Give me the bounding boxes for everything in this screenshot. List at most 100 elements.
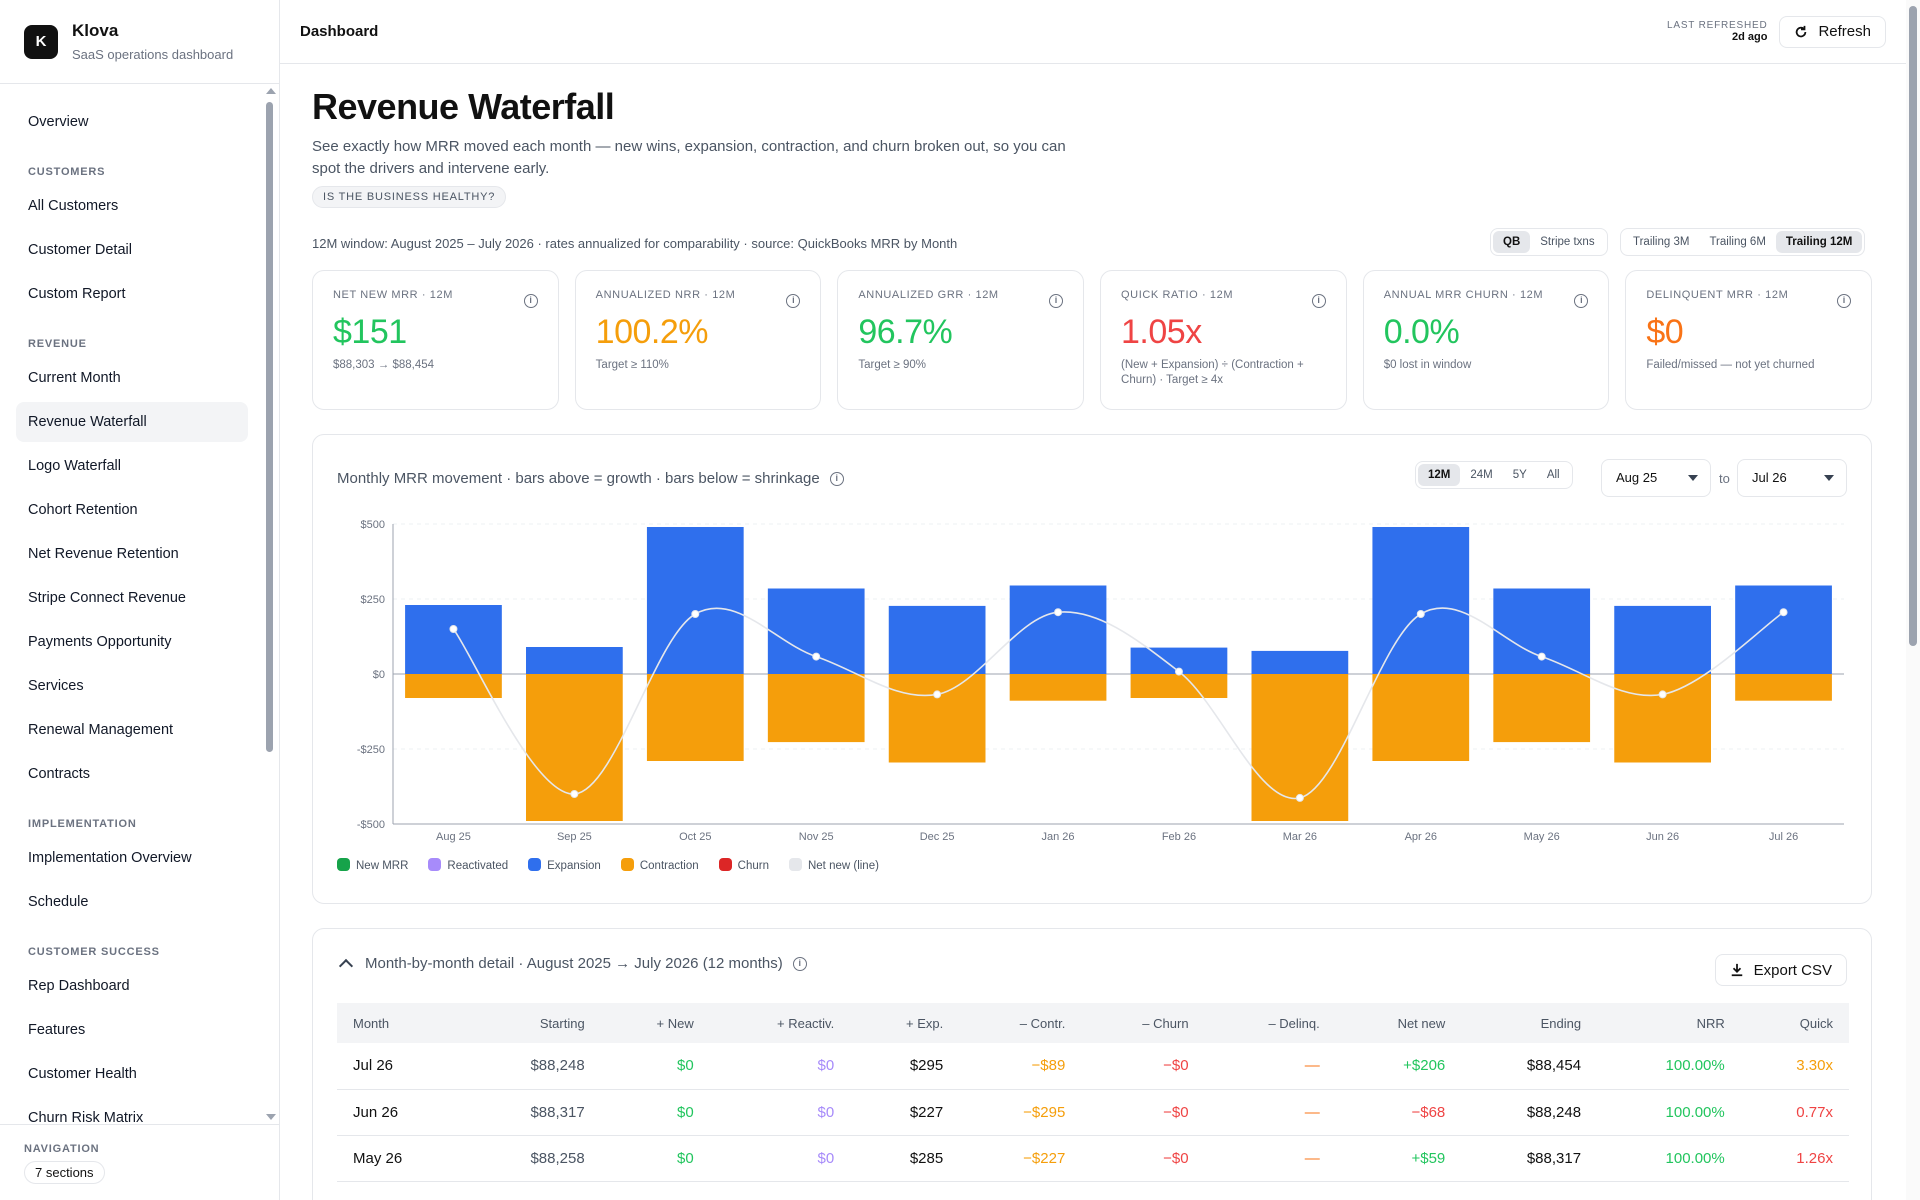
kpi-label: QUICK RATIO · 12M: [1121, 289, 1234, 301]
sidebar-scrollbar[interactable]: [264, 86, 276, 1122]
sidebar-scroll-thumb[interactable]: [266, 102, 273, 752]
column-header-quick[interactable]: Quick: [1740, 1003, 1849, 1043]
table-cell-exp: $227: [850, 1089, 960, 1136]
x-tick-label: Jun 26: [1646, 831, 1679, 843]
sidebar-item-current-month[interactable]: Current Month: [28, 370, 121, 386]
contraction-bar: [1614, 674, 1711, 763]
column-header-contr[interactable]: – Contr.: [959, 1003, 1082, 1043]
sidebar-item-payments-opportunity[interactable]: Payments Opportunity: [28, 634, 172, 650]
range-option-12m[interactable]: 12M: [1418, 464, 1461, 486]
table-cell-reactiv: $0: [709, 1043, 851, 1090]
legend-item-new-mrr[interactable]: New MRR: [337, 858, 408, 872]
detail-header[interactable]: Month-by-month detail · August 2025 → Ju…: [337, 955, 807, 973]
column-header-ending[interactable]: Ending: [1461, 1003, 1598, 1043]
source-option-stripe-txns[interactable]: Stripe txns: [1540, 236, 1595, 248]
sidebar-item-overview[interactable]: Overview: [28, 114, 89, 130]
legend-item-churn[interactable]: Churn: [718, 858, 769, 872]
table-cell-contr: −$89: [959, 1043, 1082, 1090]
column-header-month[interactable]: Month: [337, 1003, 465, 1043]
info-icon[interactable]: i: [786, 294, 801, 308]
legend-swatch: [620, 858, 634, 871]
sidebar-item-customer-detail[interactable]: Customer Detail: [28, 242, 132, 258]
sidebar-item-features[interactable]: Features: [28, 1022, 86, 1038]
kpi-subtext: $88,303 → $88,454: [333, 359, 435, 371]
column-header-exp[interactable]: + Exp.: [850, 1003, 960, 1043]
scroll-down-arrow-icon[interactable]: [266, 1114, 276, 1120]
info-icon[interactable]: i: [829, 471, 844, 486]
sidebar-item-schedule[interactable]: Schedule: [28, 894, 89, 910]
kpi-value: $0: [1646, 313, 1684, 351]
sidebar-item-implementation-overview[interactable]: Implementation Overview: [28, 850, 192, 866]
sidebar-item-net-revenue-retention[interactable]: Net Revenue Retention: [28, 546, 179, 562]
y-tick-label: $500: [361, 519, 385, 531]
range-option-all[interactable]: All: [1546, 469, 1560, 481]
source-option-qb[interactable]: QB: [1493, 231, 1531, 253]
kpi-value: $151: [333, 313, 407, 351]
chevron-up-icon[interactable]: [338, 958, 354, 973]
table-cell-nrr: 100.00%: [1597, 1089, 1741, 1136]
info-icon[interactable]: i: [1574, 294, 1589, 308]
y-tick-label: -$250: [357, 744, 385, 756]
page-scrollbar[interactable]: [1906, 0, 1920, 1200]
info-icon[interactable]: i: [1837, 294, 1852, 308]
kpi-label: ANNUALIZED NRR · 12M: [595, 289, 736, 301]
window-option-trailing-3m[interactable]: Trailing 3M: [1633, 236, 1690, 248]
export-csv-button[interactable]: Export CSV: [1714, 954, 1847, 986]
sidebar-item-contracts[interactable]: Contracts: [28, 766, 91, 782]
column-header-nrr[interactable]: NRR: [1597, 1003, 1741, 1043]
table-cell-delinq: —: [1204, 1043, 1336, 1090]
contraction-bar: [405, 674, 502, 698]
sidebar-item-revenue-waterfall[interactable]: Revenue Waterfall: [16, 402, 248, 442]
column-header-churn[interactable]: – Churn: [1081, 1003, 1205, 1043]
kpi-label: NET NEW MRR · 12M: [333, 289, 454, 301]
from-month-value: Aug 25: [1616, 470, 1658, 485]
window-option-trailing-12m[interactable]: Trailing 12M: [1775, 231, 1863, 253]
sidebar-item-cohort-retention[interactable]: Cohort Retention: [28, 502, 138, 518]
sidebar-item-rep-dashboard[interactable]: Rep Dashboard: [28, 978, 130, 994]
contraction-bar: [1493, 674, 1591, 743]
info-icon[interactable]: i: [1049, 294, 1064, 308]
expansion-bar: [767, 588, 865, 674]
column-header-delinq[interactable]: – Delinq.: [1204, 1003, 1336, 1043]
table-row[interactable]: Jul 26 $88,248 $0 $0 $295 −$89 −$0— +$206 $88,45…: [337, 1043, 1849, 1090]
table-body: Jul 26 $88,248 $0 $0 $295 −$89 −$0— +$206 $88,45…: [337, 1043, 1849, 1182]
column-header-net-new[interactable]: Net new: [1335, 1003, 1462, 1043]
legend-item-reactivated[interactable]: Reactivated: [428, 858, 508, 872]
sidebar-item-churn-risk-matrix[interactable]: Churn Risk Matrix: [28, 1110, 144, 1124]
window-option-trailing-6m[interactable]: Trailing 6M: [1709, 236, 1766, 248]
column-header-starting[interactable]: Starting: [464, 1003, 601, 1043]
table-cell-nrr: 100.00%: [1597, 1135, 1741, 1182]
net-new-point: [933, 690, 942, 699]
to-label: to: [1719, 471, 1730, 486]
info-icon[interactable]: i: [1311, 294, 1326, 308]
range-option-24m[interactable]: 24M: [1470, 469, 1493, 481]
sidebar-item-all-customers[interactable]: All Customers: [28, 198, 119, 214]
sidebar-item-custom-report[interactable]: Custom Report: [28, 286, 126, 302]
column-header-reactiv[interactable]: + Reactiv.: [709, 1003, 851, 1043]
page-scroll-thumb[interactable]: [1909, 6, 1917, 646]
export-csv-label: Export CSV: [1753, 961, 1832, 979]
info-icon[interactable]: i: [792, 956, 807, 971]
x-tick-label: Nov 25: [799, 831, 834, 843]
column-header-new[interactable]: + New: [600, 1003, 710, 1043]
from-month-select[interactable]: Aug 25: [1601, 459, 1711, 497]
to-month-select[interactable]: Jul 26: [1737, 459, 1847, 497]
sidebar-item-renewal-management[interactable]: Renewal Management: [28, 722, 174, 738]
table-row[interactable]: May 26 $88,258 $0 $0 $285 −$227 −$0— +$59 $88,31…: [337, 1135, 1849, 1182]
contraction-bar: [526, 674, 623, 821]
sidebar-item-logo-waterfall[interactable]: Logo Waterfall: [28, 458, 121, 474]
info-icon[interactable]: i: [523, 294, 538, 308]
table-row[interactable]: Jun 26 $88,317 $0 $0 $227 −$295 −$0— −$68 $88,24…: [337, 1089, 1849, 1136]
range-option-5y[interactable]: 5Y: [1512, 469, 1527, 481]
chevron-down-icon: [1824, 475, 1834, 481]
expansion-bar: [1372, 527, 1470, 674]
sidebar-item-services[interactable]: Services: [28, 678, 84, 694]
scroll-up-arrow-icon[interactable]: [266, 88, 276, 94]
refresh-button[interactable]: Refresh: [1779, 15, 1886, 48]
sidebar-item-stripe-connect-revenue[interactable]: Stripe Connect Revenue: [28, 590, 186, 606]
legend-item-net-new-line[interactable]: Net new (line): [788, 858, 879, 872]
sections-count-badge[interactable]: 7 sections: [24, 1161, 105, 1184]
legend-item-expansion[interactable]: Expansion: [528, 858, 601, 872]
legend-item-contraction[interactable]: Contraction: [620, 858, 699, 872]
sidebar-item-customer-health[interactable]: Customer Health: [28, 1066, 137, 1082]
